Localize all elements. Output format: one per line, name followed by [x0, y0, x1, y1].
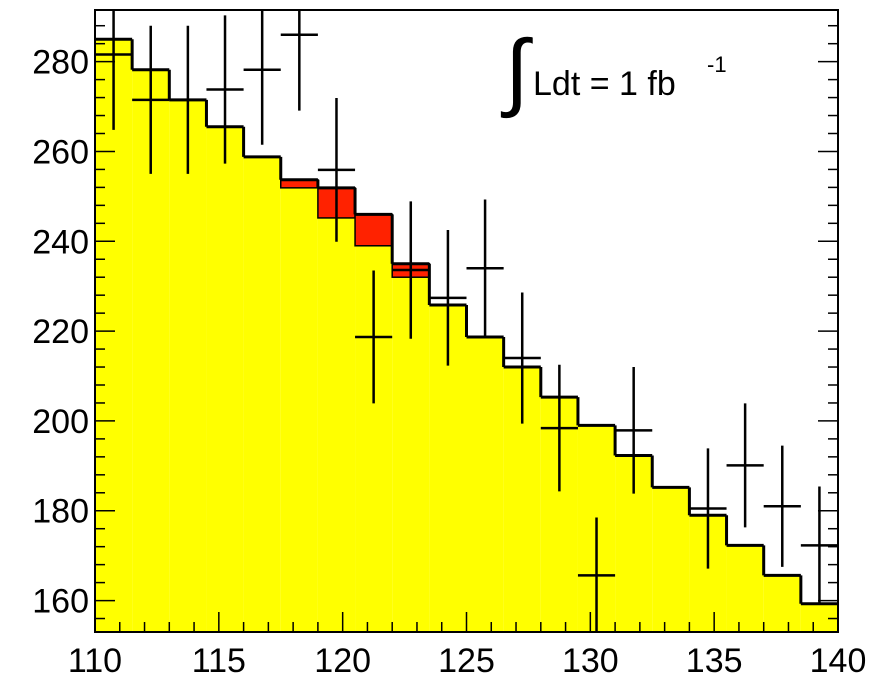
data-point	[95, 10, 133, 130]
background-bar	[652, 487, 690, 632]
y-tick-label: 240	[32, 223, 89, 261]
data-point	[726, 403, 764, 528]
annotation-superscript: -1	[707, 52, 727, 77]
background-bar	[206, 126, 244, 632]
x-tick-label: 135	[686, 642, 743, 679]
x-tick-label: 115	[192, 642, 246, 679]
data-point	[540, 364, 578, 492]
background-bar	[169, 99, 207, 632]
data-point	[503, 292, 541, 424]
data-point	[169, 25, 207, 174]
data-point	[763, 445, 801, 567]
x-tick-label: 110	[68, 642, 122, 679]
background-bar	[317, 217, 356, 632]
y-tick-label: 280	[32, 44, 89, 82]
y-tick-label: 260	[32, 133, 89, 171]
background-bar	[726, 545, 764, 632]
background-bar	[763, 575, 801, 632]
signal-bar	[354, 213, 393, 247]
plot-area	[95, 10, 838, 632]
data-point	[132, 25, 170, 174]
integral-symbol: ∫	[500, 23, 533, 119]
y-tick-label: 180	[32, 493, 89, 531]
data-point	[317, 98, 356, 242]
background-bar	[466, 336, 504, 632]
y-tick-label: 220	[32, 313, 89, 351]
x-tick-label: 120	[314, 642, 371, 679]
x-tick-label: 130	[562, 642, 619, 679]
background-bar	[243, 156, 281, 632]
data-point	[355, 270, 393, 404]
y-tick-label: 160	[32, 583, 89, 621]
data-point	[466, 199, 504, 337]
background-bar	[95, 39, 133, 632]
data-point	[429, 230, 467, 366]
data-point	[280, 10, 318, 111]
data-point	[243, 10, 281, 145]
data-point	[392, 201, 430, 339]
data-point	[800, 486, 838, 605]
x-tick-label: 125	[438, 642, 495, 679]
axes: 160 180 200 220 240 260 280 110 115 120 125 130 135 1…	[32, 9, 867, 680]
data-point	[206, 15, 244, 164]
x-tick-label: 140	[810, 642, 867, 679]
data-point	[615, 367, 653, 494]
y-tick-label: 200	[32, 403, 89, 441]
data-point	[689, 448, 727, 569]
data-point	[577, 517, 616, 632]
annotation: Ldt = 1 fb	[533, 65, 676, 103]
background-bar	[280, 187, 318, 632]
